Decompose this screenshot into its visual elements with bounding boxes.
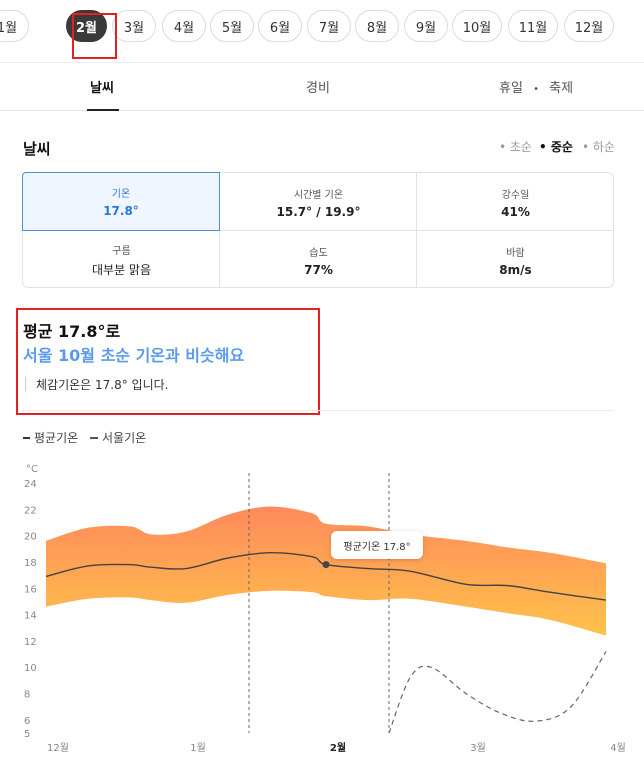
category-tabs: 날씨 경비 휴일 • 축제 (0, 62, 644, 111)
summary-subtitle: 서울 10월 초순 기온과 비슷해요 (23, 346, 245, 365)
y-axis-unit: °C (26, 464, 38, 475)
selected-month-highlight (72, 13, 117, 59)
summary-note-bar (25, 377, 26, 391)
summary-title: 평균 17.8°로 (23, 322, 121, 341)
stat-temperature[interactable]: 기온 17.8° (22, 172, 220, 231)
stat-value: 15.7° / 19.9° (276, 204, 361, 219)
legend-seoul: 서울기온 (90, 429, 146, 446)
section-title: 날씨 (23, 140, 51, 158)
month-chip-6[interactable]: 6월 (258, 10, 302, 42)
month-chip-11[interactable]: 11월 (508, 10, 558, 42)
stat-label: 구름 (112, 246, 131, 257)
month-chip-10[interactable]: 10월 (452, 10, 502, 42)
tab-holiday-festival[interactable]: 휴일 • 축제 (499, 77, 573, 96)
y-tick-label: 8 (24, 690, 30, 701)
stat-value: 41% (501, 204, 530, 219)
stat-value: 77% (304, 262, 333, 277)
y-tick-label: 16 (24, 584, 37, 595)
tab-weather[interactable]: 날씨 (90, 81, 114, 96)
x-tick-label: 2월 (330, 742, 346, 754)
legend-average: 평균기온 (23, 429, 78, 446)
legend-solid-swatch (23, 436, 30, 439)
grid-divider (23, 230, 613, 231)
stat-humidity[interactable]: 습도 77% (220, 231, 417, 289)
section-divider (22, 410, 614, 411)
y-tick-label: 18 (24, 558, 37, 569)
tab-separator-dot: • (533, 84, 539, 95)
month-chip-7[interactable]: 7월 (307, 10, 351, 42)
stat-hourly-temperature[interactable]: 시간별 기온 15.7° / 19.9° (220, 173, 417, 231)
temperature-range-band (46, 506, 606, 636)
period-mid[interactable]: • 중순 (539, 140, 573, 154)
y-tick-label: 14 (24, 611, 37, 622)
period-late[interactable]: • 하순 (582, 140, 615, 154)
period-early[interactable]: • 초순 (499, 140, 532, 154)
stat-label: 습도 (309, 247, 328, 259)
weather-stats-grid: 기온 17.8° 시간별 기온 15.7° / 19.9° 강수일 41% 구름… (22, 172, 614, 288)
summary-note: 체감기온은 17.8° 입니다. (36, 378, 169, 392)
tab-holiday-label: 휴일 (499, 81, 523, 96)
seoul-temperature-line (388, 651, 607, 734)
month-chip-3[interactable]: 3월 (112, 10, 156, 42)
y-tick-label: 6 (24, 716, 30, 727)
legend-dashed-swatch (90, 436, 98, 439)
y-tick-label: 22 (24, 505, 37, 516)
tab-cost[interactable]: 경비 (306, 81, 330, 96)
stat-label: 바람 (506, 247, 525, 259)
month-selector: 1월 2월 3월 4월 5월 6월 7월 8월 9월 10월 11월 12월 (0, 10, 644, 44)
month-chip-1[interactable]: 1월 (0, 10, 29, 42)
x-tick-label: 1월 (190, 742, 206, 754)
stat-label: 강수일 (501, 189, 530, 201)
y-tick-label: 5 (24, 729, 30, 740)
month-chip-8[interactable]: 8월 (355, 10, 399, 42)
stat-value: 17.8° (103, 204, 139, 218)
temperature-chart: °C 24 22 20 18 16 14 12 10 8 6 5 12월 1월 2월 3월 4월 (0, 455, 644, 784)
chart-tooltip: 평균기온 17.8° (331, 531, 423, 559)
average-temperature-line (45, 552, 607, 601)
stat-label: 시간별 기온 (293, 189, 344, 201)
y-tick-label: 10 (24, 663, 37, 674)
x-tick-label: 3월 (470, 742, 486, 754)
month-chip-9[interactable]: 9월 (404, 10, 448, 42)
y-tick-label: 24 (24, 479, 37, 490)
stat-value: 대부분 맑음 (91, 263, 151, 277)
stat-value: 8m/s (499, 262, 532, 277)
y-tick-label: 12 (24, 637, 37, 648)
month-chip-5[interactable]: 5월 (210, 10, 254, 42)
stat-label: 기온 (111, 189, 131, 200)
legend-average-label: 평균기온 (34, 431, 79, 445)
stat-wind[interactable]: 바람 8m/s (417, 231, 614, 289)
temperature-chart-svg: °C 24 22 20 18 16 14 12 10 8 6 5 12월 1월 2월 3월 4월 (24, 464, 626, 754)
stat-rain-days[interactable]: 강수일 41% (417, 173, 614, 231)
y-tick-label: 20 (24, 532, 37, 543)
highlight-point (322, 561, 330, 569)
active-tab-indicator (87, 109, 119, 111)
x-tick-label: 4월 (610, 742, 626, 754)
summary-highlight (16, 308, 320, 415)
tab-festival-label: 축제 (549, 81, 574, 96)
month-chip-12[interactable]: 12월 (564, 10, 614, 42)
legend-seoul-label: 서울기온 (102, 431, 147, 445)
x-tick-label: 12월 (47, 742, 69, 754)
stat-cloud[interactable]: 구름 대부분 맑음 (23, 231, 220, 289)
month-chip-4[interactable]: 4월 (162, 10, 206, 42)
